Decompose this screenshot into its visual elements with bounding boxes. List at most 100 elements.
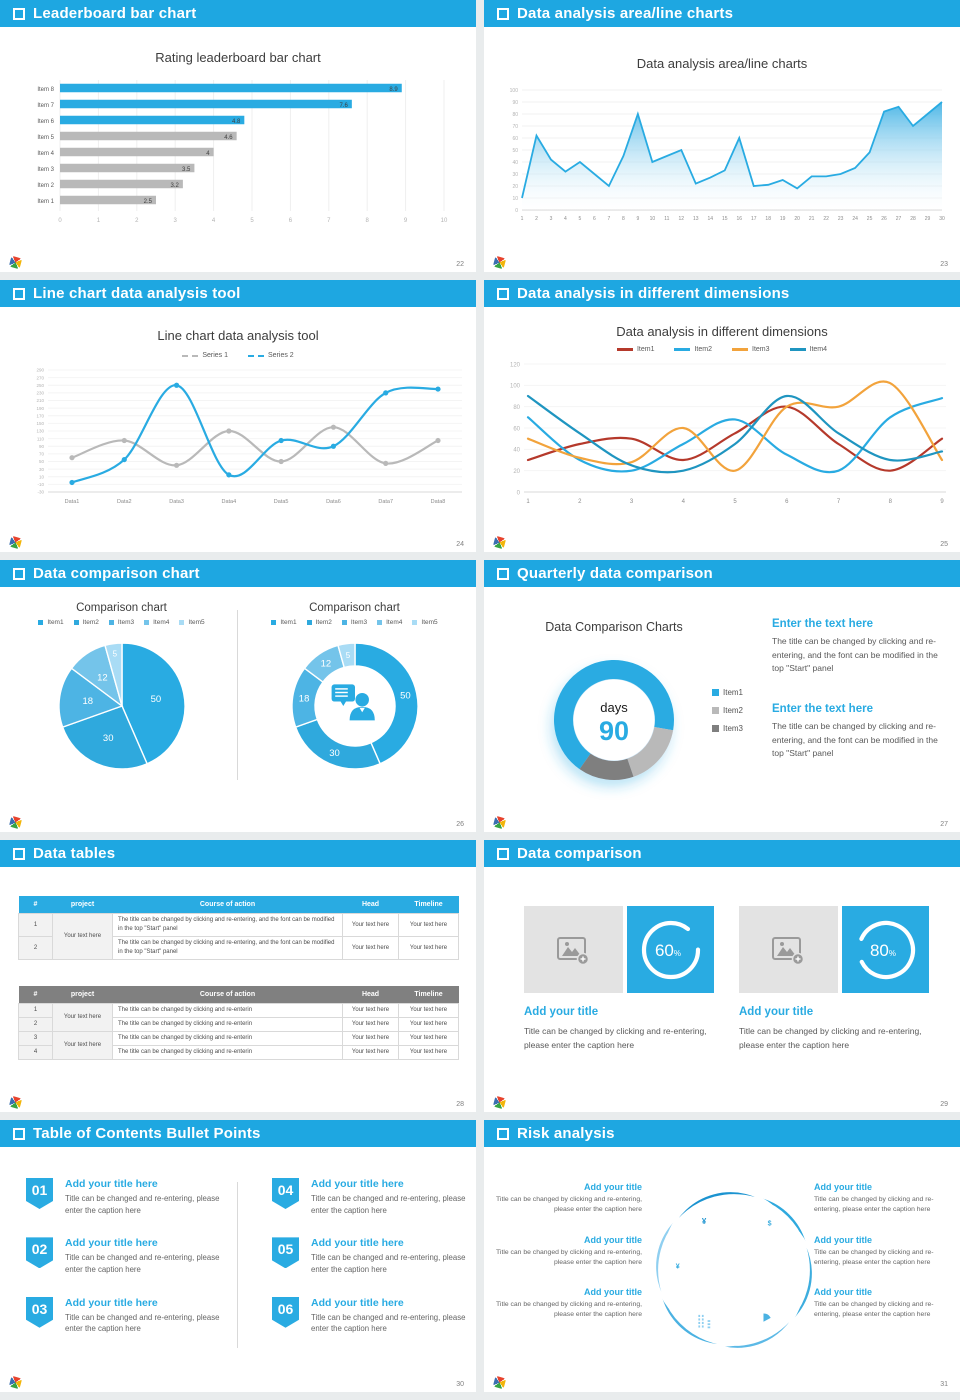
card-title: Add your title bbox=[739, 1006, 814, 1018]
svg-text:80%: 80% bbox=[869, 941, 895, 960]
svg-text:5: 5 bbox=[733, 499, 737, 505]
logo-pinwheel-icon bbox=[8, 1095, 23, 1110]
table-cell: 2 bbox=[18, 936, 53, 960]
slide-31-risk-analysis[interactable]: Risk analysis Add your title Title can be… bbox=[484, 1120, 960, 1392]
bullet-square-icon bbox=[13, 1127, 25, 1140]
slide-header: Quarterly data comparison bbox=[484, 560, 960, 587]
slide-header: Data comparison chart bbox=[0, 560, 476, 587]
svg-text:Item 1: Item 1 bbox=[37, 199, 54, 205]
logo-pinwheel-icon bbox=[8, 1375, 23, 1390]
page-number: 28 bbox=[456, 1101, 464, 1108]
legend-item: Item1 bbox=[616, 346, 654, 353]
table-cell: 1 bbox=[18, 913, 53, 937]
slide-22-leaderboard-bar-chart[interactable]: Leaderboard bar chart Rating leaderboard… bbox=[0, 0, 476, 272]
svg-text:Data4: Data4 bbox=[222, 499, 237, 505]
svg-text:17: 17 bbox=[751, 216, 757, 222]
svg-text:Data5: Data5 bbox=[274, 499, 289, 505]
risk-caption: Title can be changed by clicking and re-… bbox=[496, 1196, 642, 1213]
add-image-icon bbox=[556, 936, 589, 965]
slide-title: Data tables bbox=[33, 845, 116, 862]
slide-27-quarterly-comparison[interactable]: Quarterly data comparison Data Compariso… bbox=[484, 560, 960, 832]
slide-header: Data comparison bbox=[484, 840, 960, 867]
logo-pinwheel-icon bbox=[492, 815, 507, 830]
slide-23-area-chart[interactable]: Data analysis area/line charts Data anal… bbox=[484, 0, 960, 272]
chart-title: Data analysis area/line charts bbox=[636, 56, 808, 71]
slide-26-pie-charts[interactable]: Data comparison chart Comparison chart I… bbox=[0, 560, 476, 832]
svg-text:60%: 60% bbox=[654, 941, 680, 960]
toc-column-left: 01 Add your title here Title can be change… bbox=[26, 1178, 236, 1335]
toc-caption: Title can be changed and re-entering, pl… bbox=[65, 1253, 220, 1275]
legend-item: Item3 bbox=[712, 724, 743, 733]
svg-text:210: 210 bbox=[36, 398, 44, 403]
svg-text:8.9: 8.9 bbox=[389, 87, 398, 93]
table-cell: Your text here bbox=[342, 1031, 399, 1046]
logo-pinwheel-icon bbox=[8, 535, 23, 550]
risk-column-right: Add your title Title can be changed by cl… bbox=[814, 1182, 946, 1320]
page-number: 31 bbox=[940, 1381, 948, 1388]
toc-number-badge: 05 bbox=[272, 1237, 299, 1269]
toc-item: 06 Add your title here Title can be change… bbox=[272, 1296, 476, 1335]
table-row: 1 Your text here The title can be changed … bbox=[18, 1003, 459, 1032]
block-body: The title can be changed by clicking and… bbox=[772, 721, 938, 759]
pie-chart: 50 30 18 12 5 bbox=[57, 642, 186, 770]
svg-text:12: 12 bbox=[320, 659, 331, 670]
risk-title: Add your title bbox=[584, 1287, 642, 1298]
svg-text:29: 29 bbox=[925, 216, 931, 222]
svg-text:21: 21 bbox=[809, 216, 815, 222]
risk-caption: Title can be changed by clicking and re-… bbox=[496, 1248, 642, 1266]
slide-24-line-chart[interactable]: Line chart data analysis tool Line chart… bbox=[0, 280, 476, 552]
svg-text:250: 250 bbox=[36, 383, 44, 388]
svg-text:27: 27 bbox=[896, 216, 902, 222]
slide-30-toc-bullets[interactable]: Table of Contents Bullet Points 01 Add yo… bbox=[0, 1120, 476, 1392]
table-cell: Your text here bbox=[52, 1003, 113, 1032]
svg-text:3.2: 3.2 bbox=[171, 183, 180, 189]
svg-text:110: 110 bbox=[37, 436, 45, 441]
page-number: 30 bbox=[456, 1381, 464, 1388]
toc-item: 04 Add your title here Title can be change… bbox=[272, 1178, 476, 1216]
slide-title: Leaderboard bar chart bbox=[33, 5, 197, 22]
page-number: 25 bbox=[940, 541, 948, 548]
svg-text:6: 6 bbox=[593, 216, 596, 222]
bullet-square-icon bbox=[497, 1127, 509, 1140]
slide-header: Leaderboard bar chart bbox=[0, 0, 476, 27]
slide-25-multiline-chart[interactable]: Data analysis in different dimensions Da… bbox=[484, 280, 960, 552]
table-cell: The title can be changed by clicking and… bbox=[112, 1045, 343, 1060]
slide-29-data-comparison[interactable]: Data comparison 60% Add your title Title… bbox=[484, 840, 960, 1112]
svg-text:Data1: Data1 bbox=[65, 499, 80, 505]
svg-text:0: 0 bbox=[515, 208, 518, 214]
svg-text:19: 19 bbox=[780, 216, 786, 222]
slide-title: Table of Contents Bullet Points bbox=[33, 1125, 261, 1142]
toc-caption: Title can be changed and re-entering, pl… bbox=[311, 1253, 466, 1275]
comparison-card: 60% Add your title Title can be changed … bbox=[524, 906, 714, 1053]
bullet-square-icon bbox=[13, 7, 25, 20]
svg-text:10: 10 bbox=[441, 218, 448, 224]
block-title: Enter the text here bbox=[772, 618, 873, 630]
legend-item: Item2 bbox=[73, 619, 99, 626]
table-cell: Your text here bbox=[398, 1017, 459, 1032]
legend-item: Item5 bbox=[179, 619, 205, 626]
svg-text:80: 80 bbox=[513, 405, 520, 411]
bullet-square-icon bbox=[497, 287, 509, 300]
svg-text:100: 100 bbox=[510, 384, 521, 390]
svg-text:5: 5 bbox=[345, 651, 350, 660]
svg-text:11: 11 bbox=[664, 216, 669, 222]
svg-text:30: 30 bbox=[329, 748, 340, 759]
page-number: 22 bbox=[456, 261, 464, 268]
table-header-cell: # bbox=[18, 986, 53, 1004]
svg-text:20: 20 bbox=[512, 184, 518, 190]
chart-legend: Item1 Item2 Item3 bbox=[712, 688, 743, 733]
svg-text:-30: -30 bbox=[37, 490, 44, 495]
logo-pinwheel-icon bbox=[492, 1375, 507, 1390]
svg-text:30: 30 bbox=[512, 172, 518, 178]
slide-28-data-tables[interactable]: Data tables # project Course of action Head… bbox=[0, 840, 476, 1112]
slide-footer: 25 bbox=[492, 535, 948, 550]
svg-text:Data2: Data2 bbox=[117, 499, 132, 505]
page-number: 24 bbox=[456, 541, 464, 548]
svg-text:Item 7: Item 7 bbox=[37, 103, 54, 109]
toc-item: 03 Add your title here Title can be change… bbox=[26, 1296, 236, 1335]
svg-text:90: 90 bbox=[599, 716, 629, 746]
toc-caption: Title can be changed and re-entering, pl… bbox=[65, 1312, 220, 1334]
table-cell: Your text here bbox=[398, 913, 459, 937]
svg-text:50: 50 bbox=[150, 694, 161, 705]
